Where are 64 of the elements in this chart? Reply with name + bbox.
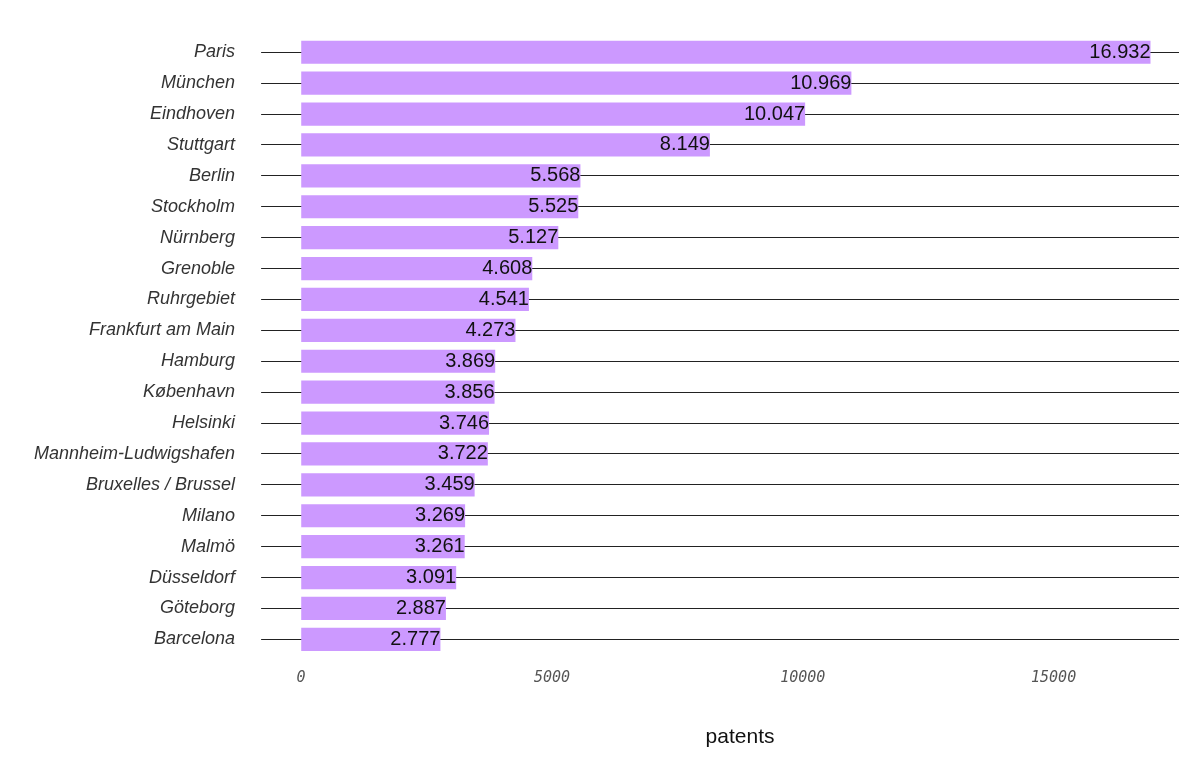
bar bbox=[301, 102, 806, 126]
data-label: 2.777 bbox=[390, 626, 441, 649]
data-label: 3.746 bbox=[438, 410, 490, 433]
y-tick-label: Eindhoven bbox=[150, 103, 236, 124]
y-tick-label: Nürnberg bbox=[160, 226, 236, 247]
data-label: 3.091 bbox=[406, 565, 457, 588]
bar bbox=[301, 627, 441, 651]
y-tick-label: Bruxelles / Brussel bbox=[86, 473, 237, 494]
y-tick-label: Frankfurt am Main bbox=[89, 319, 236, 340]
bar bbox=[301, 442, 488, 466]
data-label: 3.269 bbox=[415, 503, 466, 526]
bar bbox=[301, 164, 581, 188]
bar bbox=[301, 256, 533, 281]
bar bbox=[301, 71, 852, 95]
y-tick-label: Milano bbox=[182, 504, 236, 525]
data-label: 3.261 bbox=[414, 534, 465, 557]
y-tick-label: München bbox=[161, 72, 236, 93]
bar bbox=[301, 349, 496, 373]
y-tick-label: Düsseldorf bbox=[149, 566, 238, 587]
y-tick-label: København bbox=[143, 381, 236, 402]
bar bbox=[301, 504, 466, 528]
data-label: 5.525 bbox=[528, 194, 579, 217]
x-axis-title: patents bbox=[705, 724, 775, 748]
data-label: 10.969 bbox=[790, 70, 852, 93]
x-tick-label: 10000 bbox=[780, 667, 826, 686]
y-tick-label: Mannheim-Ludwigshafen bbox=[34, 442, 236, 463]
y-tick-label: Göteborg bbox=[160, 597, 236, 618]
bar bbox=[301, 411, 490, 435]
y-tick-label: Malmö bbox=[181, 535, 236, 556]
x-tick-label: 15000 bbox=[1031, 667, 1077, 686]
y-tick-label: Helsinki bbox=[172, 412, 237, 433]
bar bbox=[301, 40, 1151, 64]
y-tick-label: Grenoble bbox=[161, 257, 236, 278]
y-tick-label: Hamburg bbox=[161, 350, 236, 371]
data-label: 10.047 bbox=[743, 101, 806, 124]
y-tick-label: Barcelona bbox=[154, 628, 236, 649]
data-label: 3.459 bbox=[424, 472, 475, 495]
data-label: 3.722 bbox=[437, 441, 488, 464]
data-label: 8.149 bbox=[659, 132, 710, 155]
x-tick-label: 0 bbox=[296, 667, 306, 686]
data-label: 5.127 bbox=[508, 225, 559, 248]
data-label: 3.856 bbox=[444, 379, 495, 402]
x-tick-label: 5000 bbox=[533, 667, 571, 686]
data-label: 5.568 bbox=[530, 163, 581, 186]
bar bbox=[301, 318, 516, 342]
data-label: 2.887 bbox=[395, 595, 446, 618]
bar bbox=[301, 195, 579, 219]
y-tick-label: Paris bbox=[194, 41, 236, 62]
bar bbox=[301, 380, 495, 404]
bar bbox=[301, 535, 465, 559]
y-tick-label: Ruhrgebiet bbox=[147, 288, 237, 309]
data-label: 3.869 bbox=[445, 348, 496, 371]
data-label: 4.541 bbox=[478, 286, 529, 309]
y-tick-label: Stuttgart bbox=[167, 133, 237, 154]
bar bbox=[301, 565, 457, 590]
bar bbox=[301, 133, 710, 157]
data-label: 16.932 bbox=[1089, 39, 1151, 62]
bar bbox=[301, 473, 475, 497]
data-label: 4.608 bbox=[482, 256, 533, 279]
y-tick-label: Berlin bbox=[189, 164, 236, 185]
data-label: 4.273 bbox=[465, 317, 516, 340]
bar bbox=[301, 226, 559, 250]
bar bbox=[301, 287, 529, 312]
y-tick-label: Stockholm bbox=[151, 195, 236, 216]
